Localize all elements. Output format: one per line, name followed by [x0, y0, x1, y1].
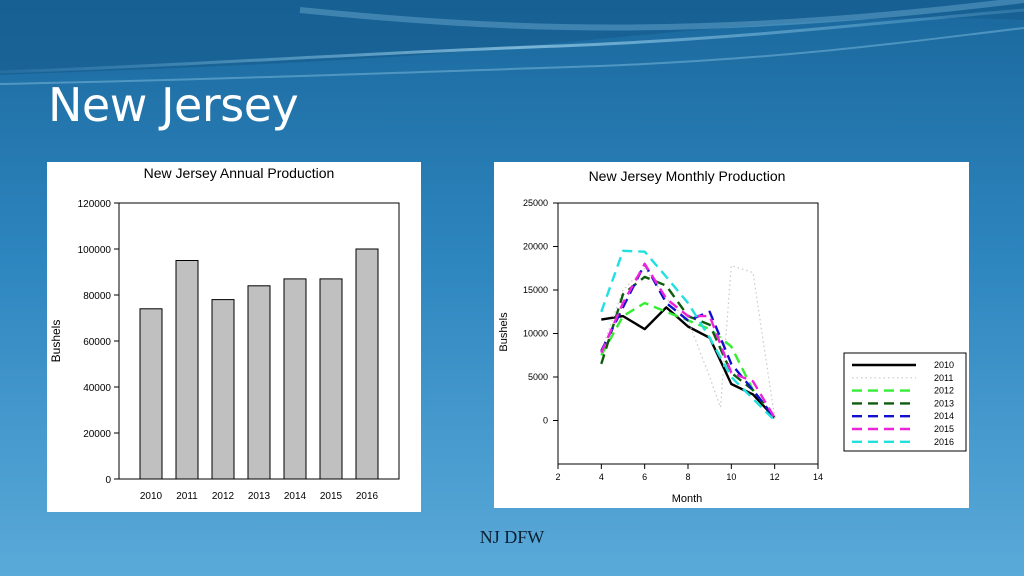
- annual-y-tick-label-5: 100000: [78, 245, 112, 256]
- monthly-y-tick-label-5: 25000: [523, 198, 548, 208]
- legend-label-2012: 2012: [934, 386, 954, 396]
- monthly-production-chart: New Jersey Monthly Production Month Bushel…: [494, 162, 969, 508]
- slide-footer: NJ DFW: [479, 527, 545, 547]
- monthly-x-tick-label-3: 8: [685, 472, 690, 482]
- monthly-y-tick-label-3: 15000: [523, 285, 548, 295]
- annual-x-tick-label-2013: 2013: [248, 491, 271, 502]
- bar-2014: [283, 278, 307, 480]
- monthly-chart-svg: New Jersey Monthly Production Month Bushel…: [498, 168, 967, 505]
- annual-x-tick-label-2014: 2014: [284, 491, 307, 502]
- annual-y-tick-label-0: 0: [105, 475, 111, 486]
- series-line-2013: [600, 275, 776, 419]
- series-line-2010: [601, 306, 776, 419]
- series-line-2011: [600, 264, 776, 418]
- legend-label-2013: 2013: [934, 398, 954, 408]
- monthly-y-axis-label: Bushels: [498, 312, 510, 352]
- bar-2010: [139, 308, 163, 480]
- monthly-y-tick-label-1: 5000: [528, 372, 548, 382]
- monthly-chart-title: New Jersey Monthly Production: [589, 168, 786, 184]
- legend-label-2015: 2015: [934, 424, 954, 434]
- annual-chart-svg: New Jersey Annual Production Bushels 0 2000…: [49, 165, 400, 502]
- annual-y-tick-label-3: 60000: [83, 337, 111, 348]
- bar-2011: [175, 260, 199, 480]
- annual-x-tick-label-2010: 2010: [140, 491, 163, 502]
- legend-label-2014: 2014: [934, 411, 954, 421]
- bar-2012: [211, 299, 235, 480]
- annual-chart-title: New Jersey Annual Production: [144, 165, 335, 181]
- bar-2016: [355, 248, 379, 480]
- annual-x-tick-label-2011: 2011: [176, 491, 198, 502]
- monthly-x-tick-label-4: 10: [726, 472, 736, 482]
- series-line-2014: [600, 262, 776, 419]
- annual-y-tick-label-6: 120000: [78, 199, 112, 210]
- annual-y-axis-label: Bushels: [49, 320, 63, 363]
- annual-y-tick-label-2: 40000: [83, 383, 111, 394]
- monthly-plot-frame: [557, 202, 819, 465]
- legend-label-2010: 2010: [934, 360, 954, 370]
- annual-y-tick-label-1: 20000: [83, 429, 111, 440]
- slide-title: New Jersey: [48, 78, 299, 132]
- annual-x-tick-label-2015: 2015: [320, 491, 343, 502]
- annual-x-tick-label-2012: 2012: [212, 491, 235, 502]
- monthly-y-tick-label-4: 20000: [523, 242, 548, 252]
- annual-y-tick-label-4: 80000: [83, 291, 111, 302]
- legend-label-2016: 2016: [934, 437, 954, 447]
- annual-production-chart: New Jersey Annual Production Bushels 0 2000…: [47, 162, 421, 512]
- series-line-2015: [600, 262, 776, 419]
- monthly-x-tick-label-1: 4: [599, 472, 604, 482]
- series-line-2016: [600, 249, 776, 422]
- monthly-y-tick-label-2: 10000: [523, 329, 548, 339]
- bar-2013: [247, 285, 271, 480]
- monthly-legend: [843, 352, 967, 452]
- monthly-x-tick-label-0: 2: [555, 472, 560, 482]
- legend-label-2011: 2011: [934, 373, 953, 383]
- monthly-y-tick-label-0: 0: [543, 416, 548, 426]
- monthly-x-tick-label-6: 14: [813, 472, 823, 482]
- bar-2015: [319, 278, 343, 480]
- monthly-x-axis-label: Month: [672, 493, 703, 505]
- monthly-x-tick-label-5: 12: [770, 472, 780, 482]
- annual-x-tick-label-2016: 2016: [356, 491, 379, 502]
- monthly-x-tick-label-2: 6: [642, 472, 647, 482]
